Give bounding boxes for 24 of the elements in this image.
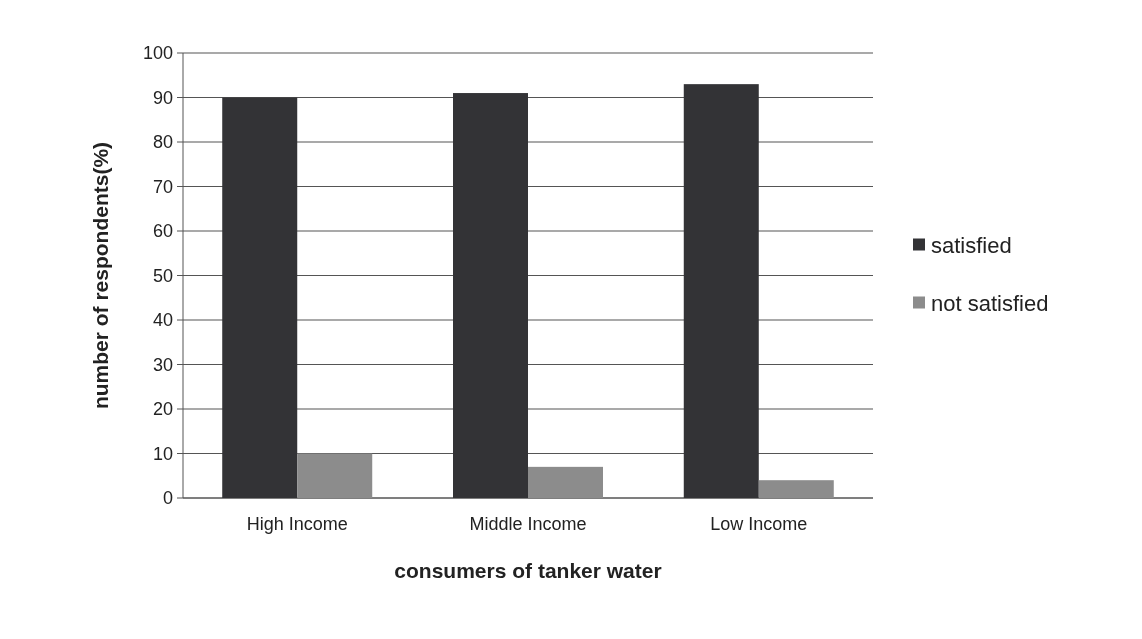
bar <box>528 466 603 498</box>
y-axis-title: number of respondents(%) <box>89 141 112 410</box>
y-tick-label: 30 <box>152 354 173 375</box>
x-tick-label: Middle Income <box>469 514 587 534</box>
y-tick-label: 40 <box>152 310 173 331</box>
x-tick-label: High Income <box>246 514 348 534</box>
bar <box>222 97 298 498</box>
y-tick-label: 10 <box>152 443 173 464</box>
y-tick-label: 50 <box>152 265 173 286</box>
y-tick-label: 0 <box>162 488 173 509</box>
y-tick-label: 60 <box>152 221 173 242</box>
bar <box>683 84 759 498</box>
bar <box>297 453 373 498</box>
x-tick-label: Low Income <box>710 514 808 534</box>
y-tick-label: 90 <box>152 87 173 108</box>
bar <box>453 93 528 498</box>
y-tick-label: 100 <box>142 43 173 64</box>
legend-label: not satisfied <box>931 291 1049 317</box>
legend-label: satisfied <box>931 233 1012 259</box>
x-axis-title: consumers of tanker water <box>394 559 662 582</box>
y-tick-label: 80 <box>152 132 173 153</box>
y-tick-label: 20 <box>152 399 173 420</box>
bar <box>758 480 834 498</box>
y-tick-label: 70 <box>152 176 173 197</box>
